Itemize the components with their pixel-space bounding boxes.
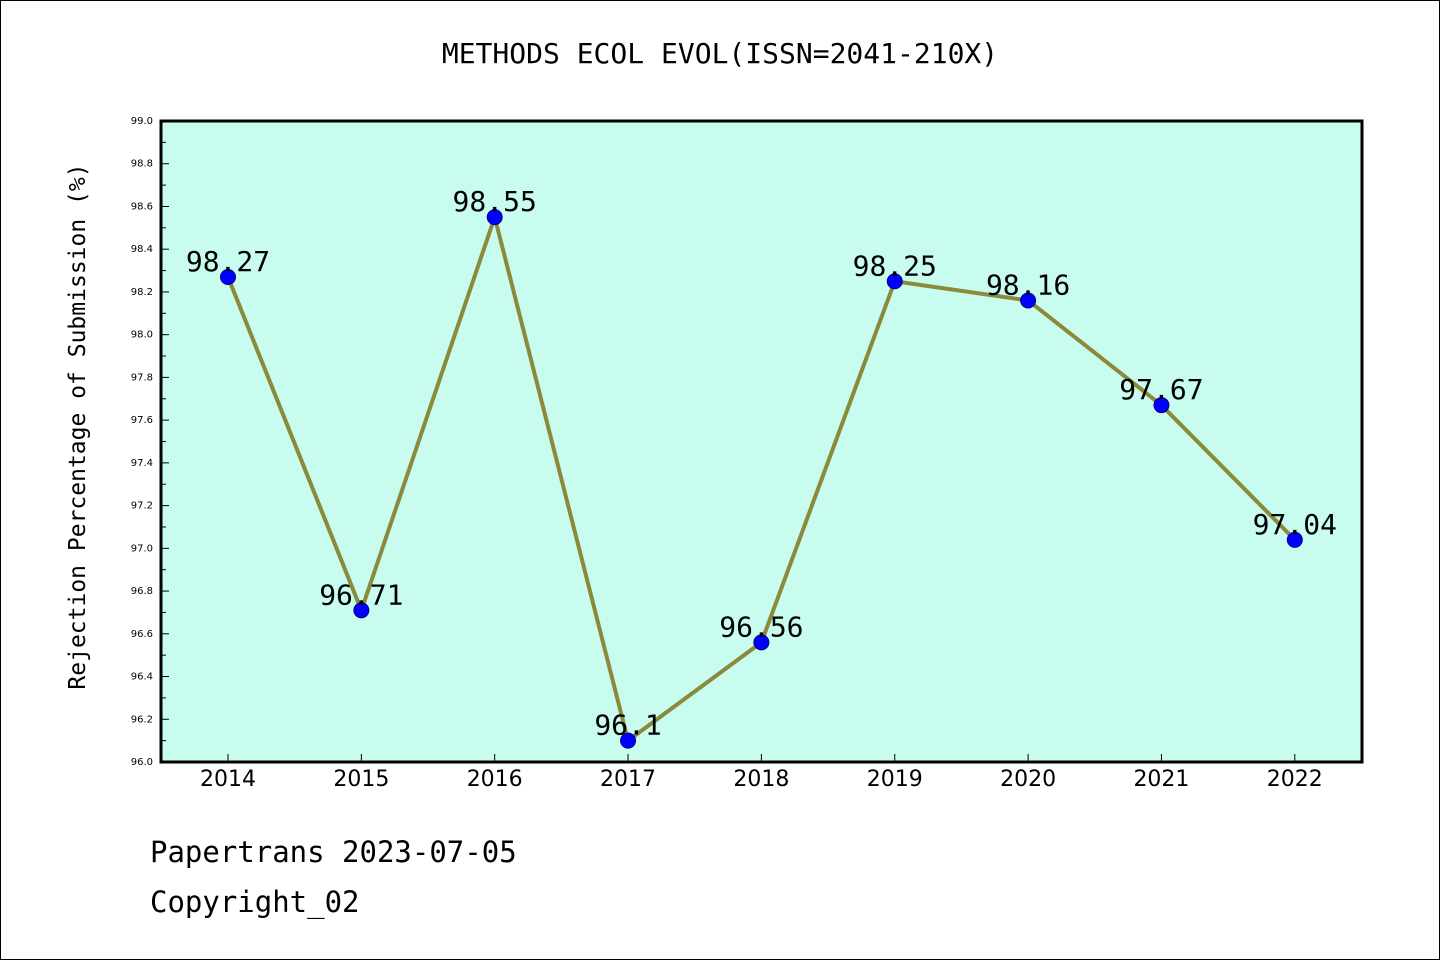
x-tick-label: 2020 — [1000, 767, 1056, 792]
y-tick-label: 96.2 — [131, 714, 153, 725]
data-point-marker — [886, 273, 903, 290]
footer-date: Papertrans 2023-07-05 — [150, 835, 517, 869]
chart-title: METHODS ECOL EVOL(ISSN=2041-210X) — [441, 37, 999, 70]
data-point-marker — [620, 732, 637, 749]
data-label: 98.27 — [186, 245, 270, 278]
x-tick-label: 2022 — [1267, 767, 1323, 792]
data-label: 96.56 — [719, 610, 803, 643]
data-point-marker — [353, 602, 370, 619]
x-axis: 2014 2015 2016 2017 2018 2019 2020 2021 2022 — [200, 754, 1323, 792]
x-tick-label: 2016 — [467, 767, 523, 792]
data-labels: 98.27 96.71 98.55 96.1 96.56 98.25 98.16 97.67 9… — [186, 185, 1337, 741]
data-point-marker — [1286, 531, 1303, 548]
data-label: 98.16 — [986, 268, 1070, 301]
data-label: 96.1 — [594, 709, 661, 742]
data-point-marker — [753, 634, 770, 651]
y-tick-label: 98.0 — [131, 330, 153, 341]
data-point-marker — [220, 268, 236, 285]
plot-area — [161, 121, 1362, 762]
y-axis-label: Rejection Percentage of Submission (%) — [65, 163, 91, 689]
data-label: 98.25 — [853, 249, 937, 282]
x-tick-label: 2019 — [867, 767, 923, 792]
footer-copyright: Copyright_02 — [150, 885, 360, 919]
data-label: 97.04 — [1253, 508, 1337, 541]
data-point-marker — [1020, 292, 1037, 309]
data-point-marker — [486, 209, 503, 226]
series-markers — [220, 209, 1303, 749]
x-tick-label: 2015 — [333, 767, 389, 792]
y-tick-label: 96.8 — [131, 586, 153, 597]
y-tick-label: 99.0 — [131, 116, 153, 127]
data-label: 97.67 — [1119, 373, 1203, 406]
y-tick-label: 97.0 — [131, 543, 153, 554]
y-tick-label: 98.6 — [131, 201, 153, 212]
data-label: 96.71 — [319, 578, 403, 611]
x-tick-label: 2017 — [600, 767, 656, 792]
y-tick-label: 97.4 — [131, 458, 153, 469]
x-tick-label: 2018 — [733, 767, 789, 792]
y-tick-label: 97.8 — [131, 372, 153, 383]
data-label: 98.55 — [453, 185, 537, 218]
y-tick-label: 97.6 — [131, 415, 153, 426]
y-tick-label: 97.2 — [131, 501, 153, 512]
plot-frame — [159, 119, 1364, 764]
y-tick-label: 96.4 — [131, 672, 153, 683]
y-tick-label: 96.6 — [131, 629, 153, 640]
y-tick-label: 98.8 — [131, 159, 153, 170]
y-tick-label: 96.0 — [131, 757, 153, 768]
x-tick-label: 2014 — [200, 767, 256, 792]
y-tick-label: 98.2 — [131, 287, 153, 298]
x-tick-label: 2021 — [1133, 767, 1189, 792]
data-point-marker — [1153, 397, 1170, 414]
y-tick-label: 98.4 — [131, 244, 153, 255]
